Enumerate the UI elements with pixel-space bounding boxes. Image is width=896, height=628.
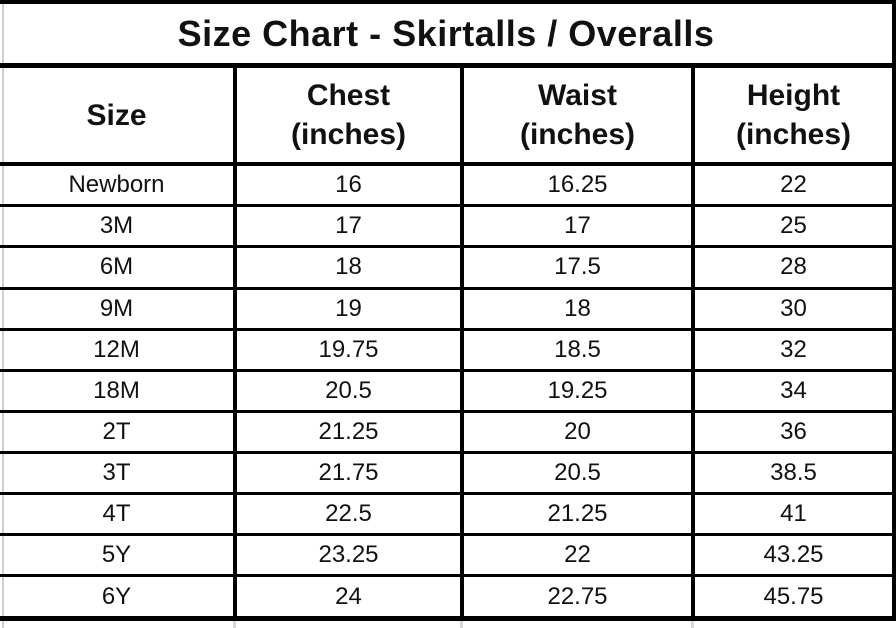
- cell-size: 4T: [0, 493, 235, 537]
- column-header-label: Size: [86, 98, 147, 132]
- cell-waist: 17: [460, 205, 693, 249]
- column-header-size: Size: [0, 65, 235, 166]
- cell-height: 28: [691, 246, 894, 290]
- cell-height: 32: [691, 329, 894, 372]
- table-row: 4T 22.5 21.25 41: [0, 493, 894, 537]
- column-header-waist: Waist (inches): [460, 65, 693, 166]
- cell-height: 22: [691, 164, 894, 208]
- cell-size: 2T: [0, 411, 235, 455]
- cell-chest: 17: [233, 205, 462, 249]
- column-header-unit: (inches): [290, 118, 407, 151]
- table-row: 6M 18 17.5 28: [0, 246, 894, 290]
- cell-chest: 19: [233, 288, 462, 331]
- cell-size: 18M: [0, 370, 235, 413]
- cell-size: 6M: [0, 246, 235, 290]
- cell-height: 38.5: [691, 452, 894, 496]
- cell-height: 36: [691, 411, 894, 455]
- cropped-row-gridline: [233, 621, 236, 628]
- cell-height: 41: [691, 493, 894, 537]
- column-header-chest: Chest (inches): [233, 65, 462, 166]
- cell-height: 43.25: [691, 534, 894, 578]
- column-header-label: Chest: [306, 79, 391, 112]
- cell-chest: 21.25: [233, 411, 462, 455]
- cell-chest: 20.5: [233, 370, 462, 413]
- cell-size: 12M: [0, 329, 235, 372]
- header-row: Size Chest (inches) Waist (inches) Heigh…: [0, 65, 894, 166]
- table-row: 12M 19.75 18.5 32: [0, 329, 894, 372]
- cell-height: 34: [691, 370, 894, 413]
- column-header-unit: (inches): [519, 118, 636, 151]
- cell-size: 6Y: [0, 575, 235, 621]
- table-row: 6Y 24 22.75 45.75: [0, 575, 894, 621]
- table-row: 9M 19 18 30: [0, 288, 894, 331]
- cell-chest: 19.75: [233, 329, 462, 372]
- title-row: Size Chart - Skirtalls / Overalls: [0, 2, 894, 68]
- cell-chest: 16: [233, 164, 462, 208]
- cell-waist: 20.5: [460, 452, 693, 496]
- table-title: Size Chart - Skirtalls / Overalls: [0, 2, 894, 68]
- column-header-label: Height: [746, 79, 841, 112]
- cell-waist: 16.25: [460, 164, 693, 208]
- cell-waist: 18.5: [460, 329, 693, 372]
- cell-chest: 21.75: [233, 452, 462, 496]
- cell-waist: 18: [460, 288, 693, 331]
- cell-waist: 19.25: [460, 370, 693, 413]
- column-header-label: Waist: [538, 79, 617, 112]
- cell-height: 25: [691, 205, 894, 249]
- table-row: 18M 20.5 19.25 34: [0, 370, 894, 413]
- column-header-unit: (inches): [735, 118, 852, 151]
- cell-waist: 21.25: [460, 493, 693, 537]
- cell-size: 3T: [0, 452, 235, 496]
- cropped-row-gridline: [460, 621, 463, 628]
- cell-size: Newborn: [0, 164, 235, 208]
- table-row: 3T 21.75 20.5 38.5: [0, 452, 894, 496]
- cell-height: 45.75: [691, 575, 894, 621]
- cell-chest: 18: [233, 246, 462, 290]
- cell-waist: 22: [460, 534, 693, 578]
- table-row: 3M 17 17 25: [0, 205, 894, 249]
- table-row: 5Y 23.25 22 43.25: [0, 534, 894, 578]
- cell-waist: 22.75: [460, 575, 693, 621]
- cropped-row-gridline: [691, 621, 694, 628]
- cell-size: 5Y: [0, 534, 235, 578]
- column-header-height: Height (inches): [691, 65, 894, 166]
- cell-chest: 23.25: [233, 534, 462, 578]
- table-row: 2T 21.25 20 36: [0, 411, 894, 455]
- table-row: Newborn 16 16.25 22: [0, 164, 894, 208]
- cell-size: 3M: [0, 205, 235, 249]
- cell-waist: 17.5: [460, 246, 693, 290]
- cell-waist: 20: [460, 411, 693, 455]
- cell-height: 30: [691, 288, 894, 331]
- cell-size: 9M: [0, 288, 235, 331]
- cell-chest: 24: [233, 575, 462, 621]
- cell-chest: 22.5: [233, 493, 462, 537]
